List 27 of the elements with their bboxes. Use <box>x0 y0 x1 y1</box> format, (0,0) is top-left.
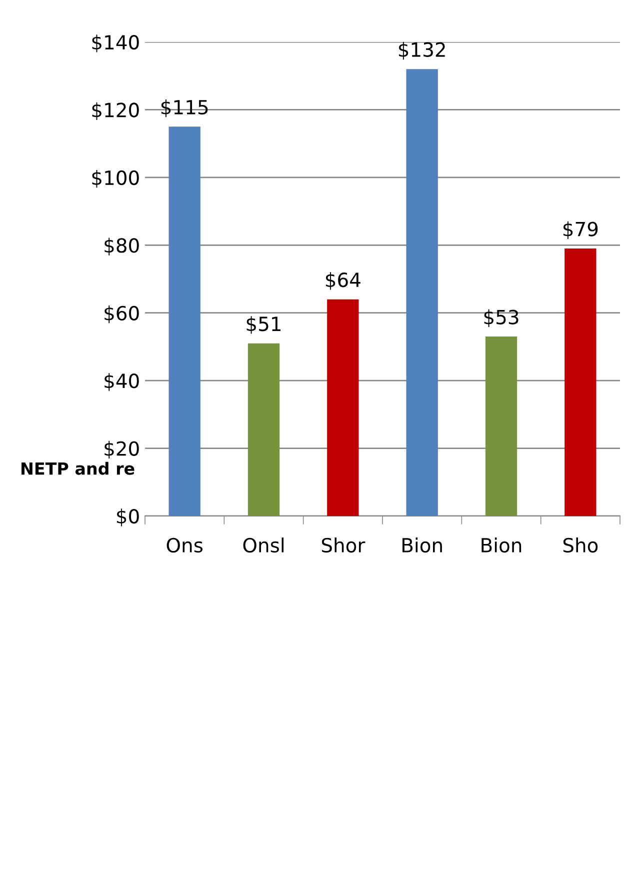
data-label: $79 <box>563 221 598 240</box>
data-label: $64 <box>326 272 360 290</box>
text: NETP and re <box>22 462 134 475</box>
y-tick-label: $140 <box>92 34 139 52</box>
x-tick-label: Sho <box>563 538 598 553</box>
x-tick-label: Onsl <box>243 538 284 553</box>
y-tick-label: $80 <box>104 238 139 256</box>
x-tick-label: Bion <box>482 538 522 553</box>
data-label: $53 <box>484 309 518 328</box>
y-tick-label: $20 <box>104 440 139 459</box>
data-label: $132 <box>398 42 445 60</box>
bar <box>485 336 518 516</box>
x-tick-label: Shor <box>322 538 366 553</box>
y-tick-label: $40 <box>104 373 139 391</box>
bar <box>406 69 438 516</box>
bar <box>248 343 280 516</box>
data-label: $115 <box>161 99 208 118</box>
y-tick-label: $120 <box>92 102 139 120</box>
x-tick-label: Bion <box>402 538 442 553</box>
data-label: $51 <box>246 316 281 334</box>
bar <box>564 248 596 516</box>
y-tick-label: $0 <box>117 508 139 526</box>
y-tick-label: $60 <box>104 305 139 324</box>
bar <box>168 126 200 516</box>
x-tick-label: Ons <box>166 538 203 553</box>
y-tick-label: $100 <box>92 170 139 188</box>
bar <box>327 299 359 516</box>
